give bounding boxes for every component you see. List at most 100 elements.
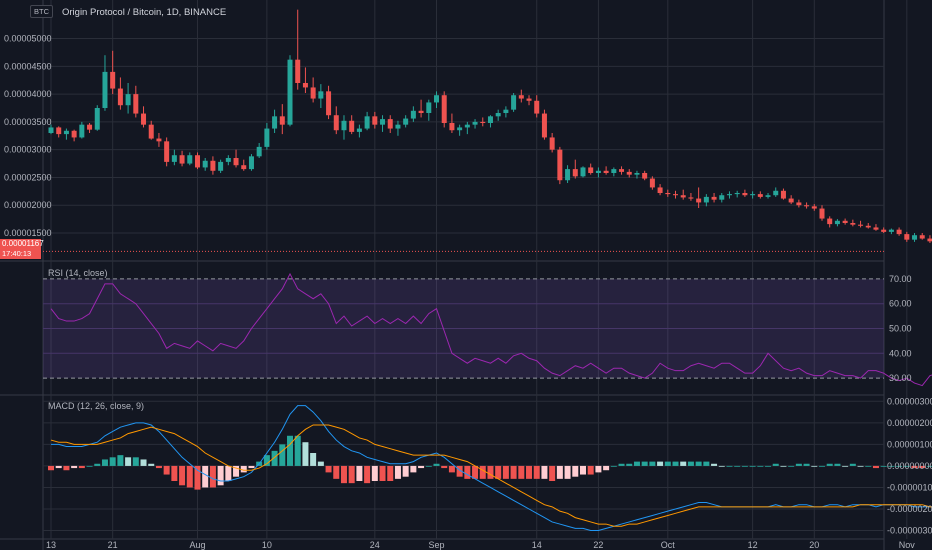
candle-body (418, 110, 424, 113)
macd-hist-bar (556, 465, 563, 479)
macd-hist-bar (263, 455, 270, 466)
candle-body (395, 124, 401, 129)
candle-body (726, 194, 732, 196)
macd-hist-bar (287, 435, 294, 466)
macd-hist-bar (672, 461, 679, 466)
macd-tick-label: -0.00000100 (887, 482, 932, 492)
candle-body (742, 193, 748, 196)
candle-body (171, 155, 177, 162)
rsi-band-fill (43, 278, 884, 379)
macd-hist-bar (641, 461, 648, 466)
candle-body (179, 155, 185, 164)
countdown: 17:40:13 (2, 249, 32, 258)
macd-hist-bar (587, 465, 594, 475)
macd-hist-bar (788, 465, 795, 467)
candle-body (441, 95, 447, 123)
candle-body (827, 218, 833, 225)
candle-body (780, 190, 786, 199)
time-tick-label: 21 (108, 540, 118, 550)
candle-body (919, 235, 925, 239)
candle-body (48, 127, 54, 133)
candle-body (896, 229, 902, 235)
candle-body (773, 190, 779, 196)
macd-hist-bar (94, 463, 101, 466)
candle-body (588, 167, 594, 173)
candle-body (580, 167, 586, 177)
candle-body (434, 95, 439, 103)
candle-body (696, 198, 702, 203)
candle-body (927, 238, 932, 242)
macd-tick-label: -0.00000300 (887, 526, 932, 536)
macd-hist-bar (186, 465, 193, 488)
macd-hist-bar (163, 465, 170, 475)
candle-body (850, 223, 856, 225)
macd-hist-bar (348, 465, 355, 484)
candle-body (796, 202, 802, 206)
candle-body (480, 121, 486, 123)
macd-hist-bar (125, 457, 132, 466)
macd-hist-bar (132, 457, 139, 466)
candle-body (511, 95, 517, 110)
macd-hist-bar (911, 465, 918, 469)
macd-hist-bar (865, 465, 872, 467)
macd-hist-bar (703, 461, 710, 466)
candle-body (310, 87, 316, 99)
macd-hist-bar (626, 463, 633, 466)
macd-hist-bar (502, 465, 509, 479)
macd-hist-bar (140, 459, 147, 466)
candle-body (472, 121, 478, 125)
macd-hist-bar (842, 465, 849, 467)
candle-body (626, 171, 632, 175)
macd-hist-bar (803, 463, 810, 466)
macd-hist-bar (487, 465, 494, 479)
candle-body (133, 94, 139, 114)
macd-hist-bar (687, 461, 694, 466)
candle-body (202, 160, 208, 168)
time-tick-label: 24 (370, 540, 380, 550)
macd-hist-bar (233, 465, 240, 477)
candle-body (364, 116, 370, 129)
candle-body (464, 124, 470, 128)
candle-body (649, 178, 655, 188)
candle-body (657, 187, 663, 193)
time-tick-label: 22 (593, 540, 603, 550)
candle-body (557, 149, 563, 181)
candle-body (734, 193, 740, 195)
macd-hist-bar (101, 459, 108, 466)
macd-hist-bar (394, 465, 401, 479)
macd-hist-bar (109, 457, 116, 466)
rsi-tick-label: 60.00 (889, 299, 912, 309)
candle-body (750, 194, 756, 196)
candle-body (873, 227, 879, 230)
macd-hist-bar (718, 465, 725, 467)
rsi-tick-label: 30.00 (889, 373, 912, 383)
macd-hist-bar (117, 455, 124, 466)
macd-hist-bar (549, 465, 556, 481)
macd-hist-bar (595, 465, 602, 473)
candle-body (295, 59, 301, 83)
macd-tick-label: 0.00000200 (887, 418, 932, 428)
macd-hist-bar (618, 463, 625, 466)
macd-hist-bar (371, 465, 378, 481)
macd-hist-bar (240, 465, 247, 473)
macd-hist-bar (364, 465, 371, 484)
candle-body (487, 116, 493, 123)
last-price-tag: 0.00001167 17:40:13 (0, 239, 44, 259)
symbol-badge-label: BTC (34, 7, 49, 16)
price-tick-label: 0.00001500 (4, 228, 52, 238)
price-tick-label: 0.00004500 (4, 61, 52, 71)
macd-hist-bar (155, 465, 162, 469)
symbol-badge[interactable]: BTC (30, 5, 53, 18)
macd-hist-bar (194, 465, 201, 490)
time-tick-label: 12 (748, 540, 758, 550)
candle-body (804, 205, 810, 207)
time-tick-label: Aug (189, 540, 205, 550)
macd-hist-bar (279, 444, 286, 466)
macd-hist-bar (148, 463, 155, 466)
macd-tick-label: -0.00000200 (887, 504, 932, 514)
macd-hist-bar (302, 442, 309, 466)
macd-hist-bar (579, 465, 586, 475)
rsi-tick-label: 50.00 (889, 324, 912, 334)
time-tick-label: 13 (46, 540, 56, 550)
